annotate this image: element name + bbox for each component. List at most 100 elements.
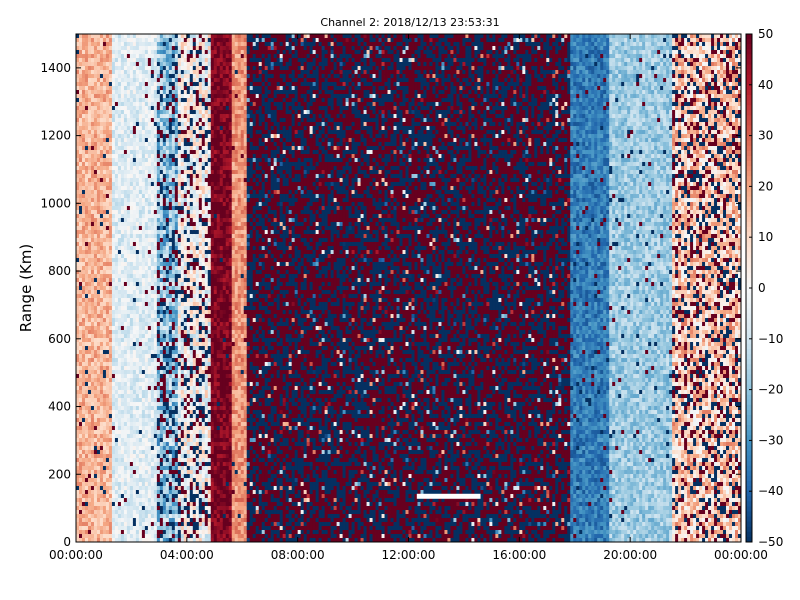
heatmap-cell	[136, 106, 139, 110]
heatmap-cell	[109, 266, 112, 270]
heatmap-cell	[172, 290, 175, 294]
heatmap-cell	[163, 442, 166, 446]
heatmap-cell	[154, 262, 157, 266]
heatmap-cell	[121, 98, 124, 102]
heatmap-cell	[133, 378, 136, 382]
heatmap-cell	[124, 210, 127, 214]
heatmap-cell	[91, 486, 94, 490]
heatmap-cell	[76, 118, 79, 122]
heatmap-cell	[136, 486, 139, 490]
heatmap-cell	[100, 402, 103, 406]
heatmap-cell	[160, 478, 163, 482]
heatmap-cell	[118, 74, 121, 78]
heatmap-cell	[160, 46, 163, 50]
heatmap-cell	[157, 214, 160, 218]
heatmap-cell	[181, 194, 184, 198]
heatmap-cell	[160, 118, 163, 122]
heatmap-cell	[136, 514, 139, 518]
heatmap-cell	[130, 202, 133, 206]
heatmap-cell	[112, 146, 115, 150]
heatmap-cell	[94, 458, 97, 462]
heatmap-cell	[184, 446, 187, 450]
heatmap-cell	[178, 370, 181, 374]
heatmap-cell	[76, 530, 79, 534]
heatmap-cell	[109, 254, 112, 258]
heatmap-cell	[166, 534, 169, 538]
heatmap-cell	[124, 170, 127, 174]
heatmap-cell	[82, 154, 85, 158]
heatmap-cell	[91, 38, 94, 42]
heatmap-cell	[133, 298, 136, 302]
heatmap-cell	[148, 34, 151, 38]
heatmap-cell	[166, 46, 169, 50]
heatmap-cell	[178, 418, 181, 422]
heatmap-cell	[118, 226, 121, 230]
heatmap-cell	[130, 62, 133, 66]
heatmap-cell	[139, 458, 142, 462]
heatmap-cell	[172, 286, 175, 290]
heatmap-cell	[133, 66, 136, 70]
heatmap-cell	[121, 202, 124, 206]
heatmap-cell	[94, 462, 97, 466]
heatmap-cell	[121, 318, 124, 322]
heatmap-cell	[133, 482, 136, 486]
heatmap-cell	[166, 426, 169, 430]
heatmap-cell	[88, 58, 91, 62]
heatmap-cell	[100, 370, 103, 374]
heatmap-cell	[133, 374, 136, 378]
heatmap-cell	[157, 78, 160, 82]
heatmap-cell	[124, 418, 127, 422]
heatmap-cell	[106, 130, 109, 134]
heatmap-cell	[133, 278, 136, 282]
heatmap-cell	[100, 46, 103, 50]
heatmap-cell	[121, 126, 124, 130]
heatmap-cell	[127, 258, 130, 262]
heatmap-cell	[133, 38, 136, 42]
heatmap-cell	[136, 398, 139, 402]
heatmap-cell	[124, 486, 127, 490]
heatmap-cell	[139, 386, 142, 390]
heatmap-cell	[109, 406, 112, 410]
heatmap-cell	[160, 190, 163, 194]
heatmap-cell	[76, 274, 79, 278]
heatmap-cell	[94, 530, 97, 534]
heatmap-cell	[88, 178, 91, 182]
heatmap-cell	[100, 378, 103, 382]
heatmap-cell	[79, 98, 82, 102]
heatmap-cell	[157, 342, 160, 346]
heatmap-cell	[94, 494, 97, 498]
heatmap-cell	[133, 450, 136, 454]
heatmap-cell	[103, 218, 106, 222]
heatmap-cell	[175, 306, 178, 310]
heatmap-cell	[97, 402, 100, 406]
heatmap-cell	[169, 450, 172, 454]
heatmap-cell	[109, 314, 112, 318]
heatmap-cell	[157, 54, 160, 58]
heatmap-cell	[172, 326, 175, 330]
heatmap-cell	[169, 514, 172, 518]
heatmap-cell	[94, 50, 97, 54]
heatmap-cell	[76, 62, 79, 66]
heatmap-cell	[178, 198, 181, 202]
heatmap-cell	[184, 134, 187, 138]
heatmap-cell	[127, 94, 130, 98]
heatmap-cell	[148, 386, 151, 390]
heatmap-cell	[112, 194, 115, 198]
heatmap-cell	[154, 518, 157, 522]
heatmap-cell	[187, 78, 190, 82]
heatmap-cell	[88, 226, 91, 230]
heatmap-cell	[151, 222, 154, 226]
heatmap-cell	[118, 314, 121, 318]
heatmap-cell	[178, 142, 181, 146]
heatmap-cell	[127, 158, 130, 162]
heatmap-cell	[160, 290, 163, 294]
heatmap-cell	[169, 494, 172, 498]
heatmap-cell	[115, 182, 118, 186]
heatmap-cell	[133, 166, 136, 170]
heatmap-cell	[121, 42, 124, 46]
heatmap-cell	[115, 138, 118, 142]
heatmap-cell	[124, 234, 127, 238]
heatmap-cell	[163, 130, 166, 134]
heatmap-cell	[124, 158, 127, 162]
heatmap-cell	[181, 122, 184, 126]
